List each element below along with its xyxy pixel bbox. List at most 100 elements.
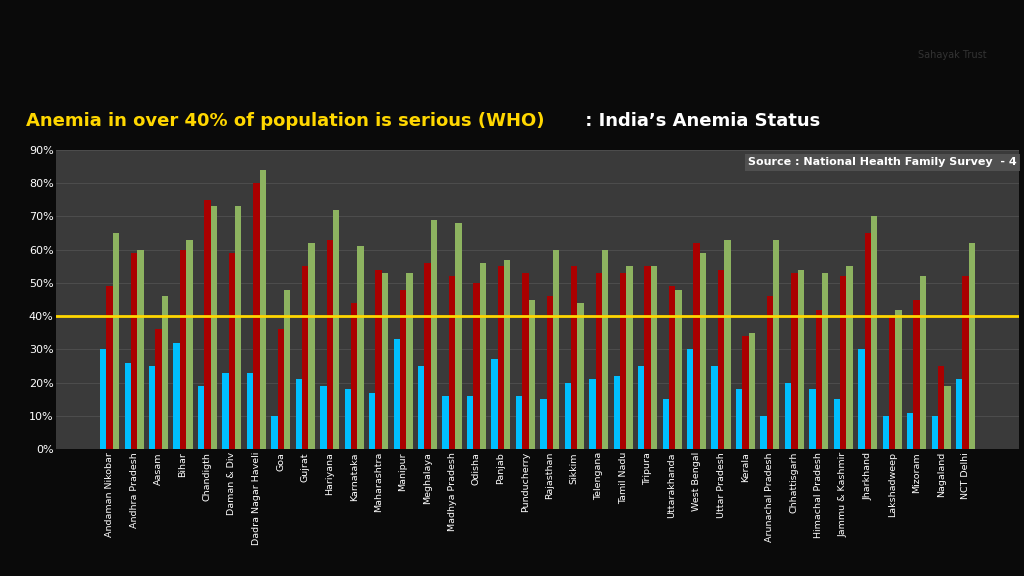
Bar xyxy=(749,333,755,449)
Bar xyxy=(479,263,486,449)
Bar xyxy=(467,396,473,449)
Bar xyxy=(895,309,902,449)
Bar xyxy=(259,170,266,449)
Bar xyxy=(173,343,180,449)
Bar xyxy=(449,276,456,449)
Bar xyxy=(492,359,498,449)
Bar xyxy=(253,183,259,449)
Bar xyxy=(889,316,895,449)
Bar xyxy=(773,240,779,449)
Bar xyxy=(565,382,571,449)
Bar xyxy=(871,217,878,449)
Bar xyxy=(222,373,228,449)
Bar xyxy=(247,373,253,449)
Bar xyxy=(211,206,217,449)
Bar xyxy=(528,300,535,449)
Bar xyxy=(137,249,143,449)
Bar xyxy=(675,290,682,449)
Bar xyxy=(651,266,657,449)
Bar xyxy=(345,389,351,449)
Text: Sahayak Trust: Sahayak Trust xyxy=(918,50,987,60)
Bar xyxy=(302,266,308,449)
Bar xyxy=(278,329,284,449)
Bar xyxy=(620,273,627,449)
Bar xyxy=(809,389,816,449)
Bar xyxy=(736,389,742,449)
Bar xyxy=(669,286,675,449)
Bar xyxy=(596,273,602,449)
Bar xyxy=(864,233,871,449)
Bar xyxy=(296,380,302,449)
Bar xyxy=(858,350,864,449)
Bar xyxy=(541,399,547,449)
Bar xyxy=(589,380,596,449)
Bar xyxy=(571,266,578,449)
Bar xyxy=(822,273,828,449)
Bar xyxy=(627,266,633,449)
Bar xyxy=(418,366,424,449)
Bar xyxy=(712,366,718,449)
Bar xyxy=(602,249,608,449)
Bar xyxy=(840,276,847,449)
Bar xyxy=(125,363,131,449)
Bar xyxy=(798,270,804,449)
Bar xyxy=(693,243,699,449)
Bar xyxy=(724,240,730,449)
Text: Source : National Health Family Survey  - 4: Source : National Health Family Survey -… xyxy=(749,157,1017,167)
Bar xyxy=(932,416,938,449)
Bar xyxy=(834,399,840,449)
Bar xyxy=(883,416,889,449)
Bar xyxy=(767,296,773,449)
Bar xyxy=(613,376,620,449)
Bar xyxy=(547,296,553,449)
Bar xyxy=(198,386,204,449)
Bar xyxy=(761,416,767,449)
Bar xyxy=(699,253,707,449)
Bar xyxy=(816,309,822,449)
Bar xyxy=(148,366,156,449)
Bar xyxy=(638,366,644,449)
Bar xyxy=(357,247,364,449)
Bar xyxy=(131,253,137,449)
Text: Anemia in over 40% of population is serious (WHO): Anemia in over 40% of population is seri… xyxy=(27,112,545,130)
Bar xyxy=(718,270,724,449)
Bar xyxy=(663,399,669,449)
Bar xyxy=(913,300,920,449)
Bar xyxy=(162,296,168,449)
Bar xyxy=(920,276,927,449)
Bar xyxy=(516,396,522,449)
Bar xyxy=(333,210,339,449)
Bar xyxy=(407,273,413,449)
Bar xyxy=(784,382,792,449)
Bar xyxy=(204,200,211,449)
Bar xyxy=(393,339,400,449)
Bar xyxy=(180,249,186,449)
Bar xyxy=(228,253,236,449)
Bar xyxy=(504,260,510,449)
Bar xyxy=(963,276,969,449)
Bar xyxy=(431,219,437,449)
Bar xyxy=(553,249,559,449)
Bar xyxy=(186,240,193,449)
Bar xyxy=(308,243,314,449)
Bar xyxy=(369,393,376,449)
Bar xyxy=(522,273,528,449)
Bar xyxy=(321,386,327,449)
Bar xyxy=(956,380,963,449)
Bar xyxy=(382,273,388,449)
Bar xyxy=(944,386,950,449)
Bar xyxy=(442,396,449,449)
Bar xyxy=(456,223,462,449)
Bar xyxy=(351,303,357,449)
Bar xyxy=(113,233,119,449)
Bar xyxy=(376,270,382,449)
Bar xyxy=(400,290,407,449)
Bar xyxy=(498,266,504,449)
Bar xyxy=(156,329,162,449)
Bar xyxy=(644,266,651,449)
Bar xyxy=(100,350,106,449)
Bar xyxy=(792,273,798,449)
Bar xyxy=(473,283,479,449)
Bar xyxy=(578,303,584,449)
Bar xyxy=(284,290,291,449)
